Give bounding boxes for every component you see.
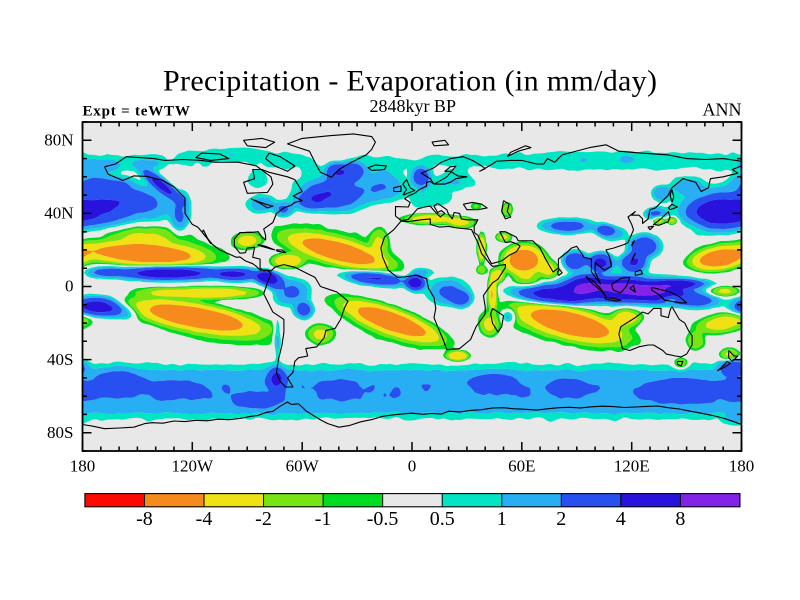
svg-text:2: 2 (556, 508, 566, 530)
svg-text:40S: 40S (47, 350, 73, 369)
svg-text:1: 1 (497, 508, 507, 530)
svg-text:2848kyr BP: 2848kyr BP (369, 96, 456, 116)
svg-text:120E: 120E (614, 457, 650, 476)
svg-text:180: 180 (70, 457, 96, 476)
svg-text:ANN: ANN (703, 100, 742, 120)
svg-text:0.5: 0.5 (430, 508, 455, 530)
svg-text:-0.5: -0.5 (367, 508, 399, 530)
svg-text:120W: 120W (172, 457, 215, 476)
svg-text:-1: -1 (315, 508, 332, 530)
svg-text:80N: 80N (44, 131, 73, 150)
svg-text:40N: 40N (44, 204, 73, 223)
svg-text:Expt = teWTW: Expt = teWTW (83, 104, 191, 120)
svg-text:8: 8 (675, 508, 685, 530)
svg-text:-2: -2 (255, 508, 272, 530)
svg-text:0: 0 (408, 457, 417, 476)
svg-text:60W: 60W (286, 457, 320, 476)
svg-text:80S: 80S (47, 423, 73, 442)
svg-text:-8: -8 (136, 508, 153, 530)
svg-text:-4: -4 (196, 508, 213, 530)
svg-text:180: 180 (729, 457, 755, 476)
svg-text:0: 0 (65, 277, 74, 296)
svg-text:4: 4 (616, 508, 626, 530)
svg-text:Precipitation - Evaporation (i: Precipitation - Evaporation (in mm/day) (163, 65, 657, 98)
svg-text:60E: 60E (508, 457, 535, 476)
